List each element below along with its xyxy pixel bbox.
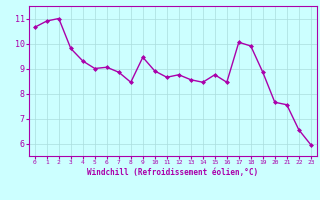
X-axis label: Windchill (Refroidissement éolien,°C): Windchill (Refroidissement éolien,°C) <box>87 168 258 177</box>
